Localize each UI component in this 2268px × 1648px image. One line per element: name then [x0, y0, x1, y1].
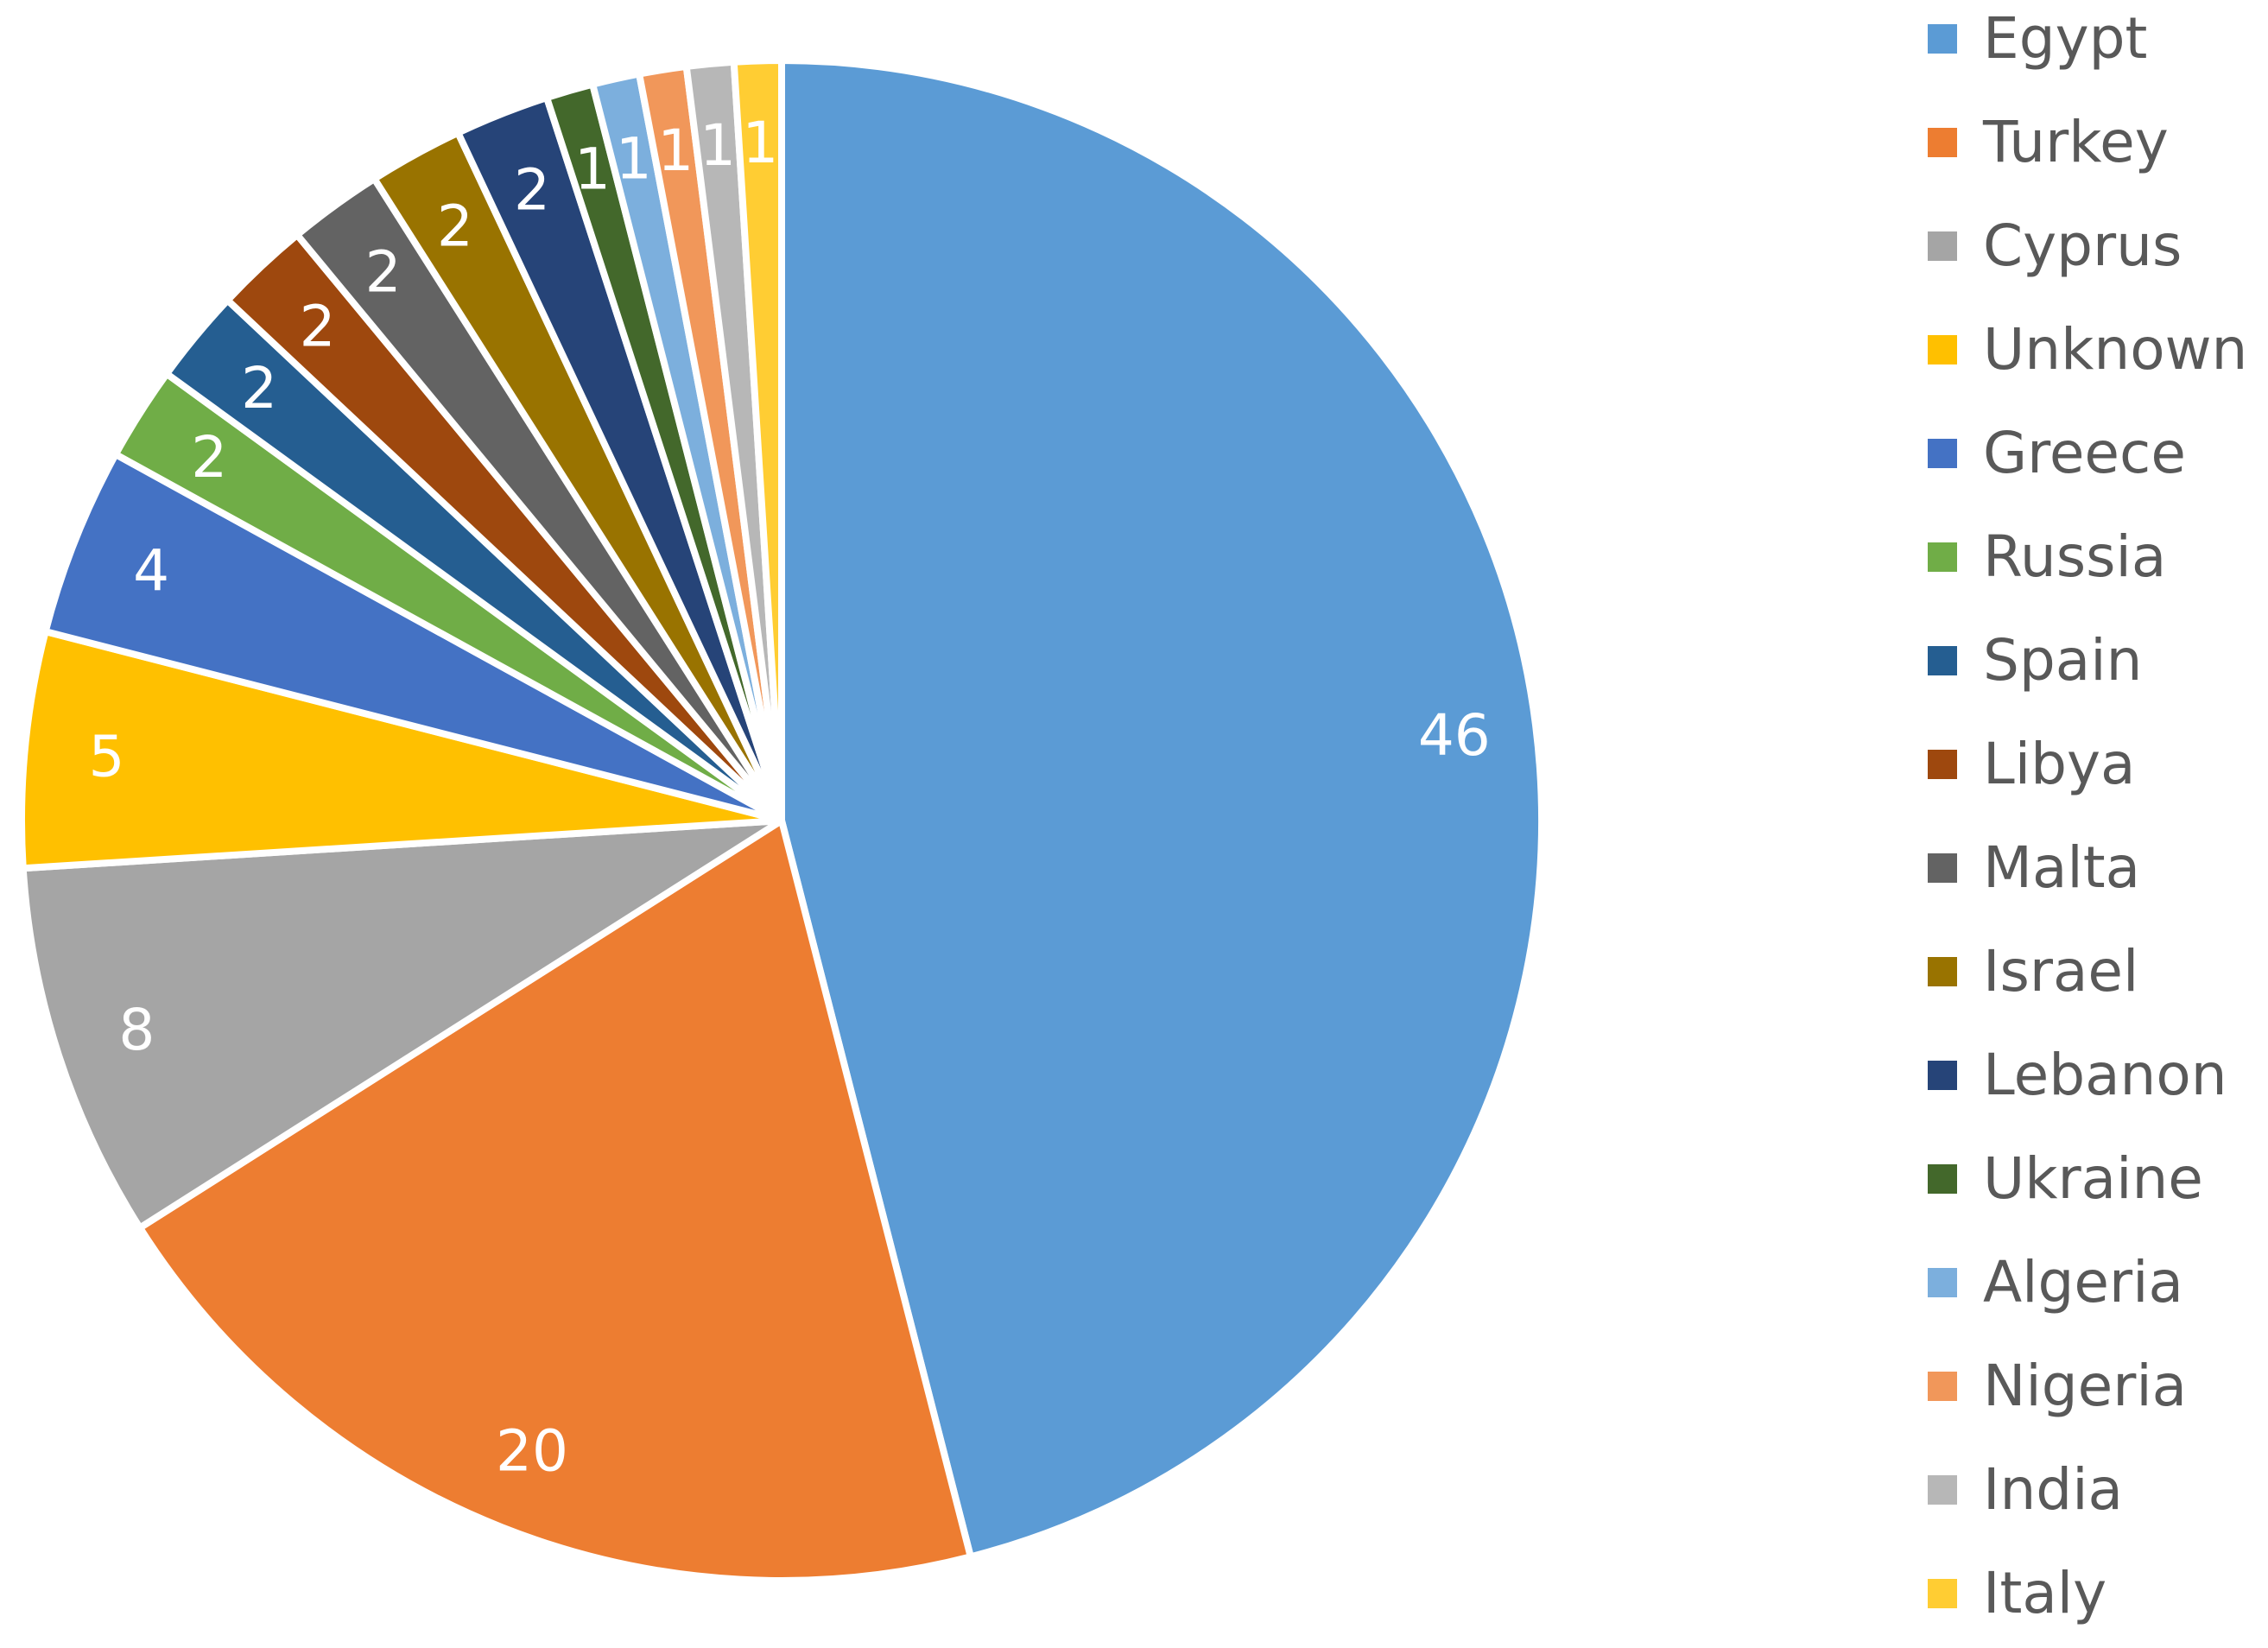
legend-label: Greece [1983, 420, 2186, 486]
legend-swatch [1928, 231, 1957, 261]
legend-swatch [1928, 1372, 1957, 1401]
legend-item-greece: Greece [1928, 410, 2186, 497]
data-label-israel: 2 [437, 193, 473, 260]
pie-slice-turkey [136, 817, 974, 1584]
data-label-egypt: 46 [1418, 702, 1491, 769]
legend-item-lebanon: Lebanon [1928, 1032, 2227, 1119]
legend-item-libya: Libya [1928, 721, 2136, 808]
legend-label: Egypt [1983, 5, 2148, 72]
legend-swatch [1928, 853, 1957, 883]
legend-item-spain: Spain [1928, 618, 2142, 704]
legend-swatch [1928, 439, 1957, 468]
pie-slice-greece [41, 451, 785, 824]
data-label-algeria: 1 [616, 125, 652, 192]
legend-swatch [1928, 957, 1957, 986]
legend-swatch [1928, 24, 1957, 54]
legend-item-malta: Malta [1928, 825, 2140, 911]
legend-item-turkey: Turkey [1928, 99, 2169, 186]
data-label-unknown: 5 [88, 724, 124, 790]
legend-label: Malta [1983, 834, 2141, 901]
legend-item-italy: Italy [1928, 1550, 2106, 1637]
legend-label: Ukraine [1983, 1145, 2203, 1212]
legend-item-israel: Israel [1928, 929, 2138, 1015]
legend-swatch [1928, 1268, 1957, 1297]
data-label-cyprus: 8 [118, 997, 155, 1063]
legend-swatch [1928, 335, 1957, 364]
legend-label: Unknown [1983, 316, 2248, 383]
pie-slice-italy [730, 57, 785, 824]
legend-swatch [1928, 750, 1957, 779]
pie-slice-cyprus [19, 817, 785, 1232]
data-label-turkey: 20 [496, 1417, 568, 1484]
pie-slice-unknown [18, 628, 785, 872]
data-label-spain: 2 [241, 355, 277, 422]
data-label-libya: 2 [300, 293, 336, 359]
data-label-ukraine: 1 [574, 136, 611, 203]
data-label-russia: 2 [191, 424, 227, 491]
legend-label: Lebanon [1983, 1042, 2227, 1108]
data-label-lebanon: 2 [514, 157, 550, 224]
legend-item-nigeria: Nigeria [1928, 1343, 2187, 1429]
legend-label: Algeria [1983, 1249, 2183, 1315]
legend-label: Spain [1983, 627, 2143, 694]
data-label-italy: 1 [742, 110, 778, 176]
legend-item-algeria: Algeria [1928, 1239, 2183, 1326]
legend-item-india: India [1928, 1447, 2123, 1533]
legend-swatch [1928, 1061, 1957, 1090]
data-label-malta: 2 [365, 238, 402, 305]
pie-slices [18, 57, 1545, 1584]
legend-swatch [1928, 1475, 1957, 1505]
legend-label: Israel [1983, 938, 2139, 1005]
legend-item-ukraine: Ukraine [1928, 1136, 2203, 1222]
legend-label: Nigeria [1983, 1353, 2188, 1419]
legend-item-cyprus: Cyprus [1928, 203, 2182, 289]
legend-swatch [1928, 128, 1957, 157]
legend-label: Cyprus [1983, 212, 2182, 279]
legend-swatch [1928, 1579, 1957, 1608]
pie-slice-egypt [778, 57, 1545, 1561]
data-label-nigeria: 1 [657, 117, 694, 184]
legend-item-egypt: Egypt [1928, 0, 2147, 82]
legend-swatch [1928, 1164, 1957, 1194]
legend-label: Russia [1983, 523, 2167, 590]
data-label-greece: 4 [133, 538, 169, 605]
legend-label: India [1983, 1456, 2123, 1523]
legend-item-russia: Russia [1928, 514, 2166, 600]
legend-label: Libya [1983, 731, 2136, 797]
data-label-india: 1 [700, 112, 736, 179]
legend-label: Turkey [1983, 109, 2169, 175]
legend-swatch [1928, 542, 1957, 572]
legend-item-unknown: Unknown [1928, 307, 2247, 393]
legend-swatch [1928, 646, 1957, 675]
legend-label: Italy [1983, 1560, 2107, 1626]
